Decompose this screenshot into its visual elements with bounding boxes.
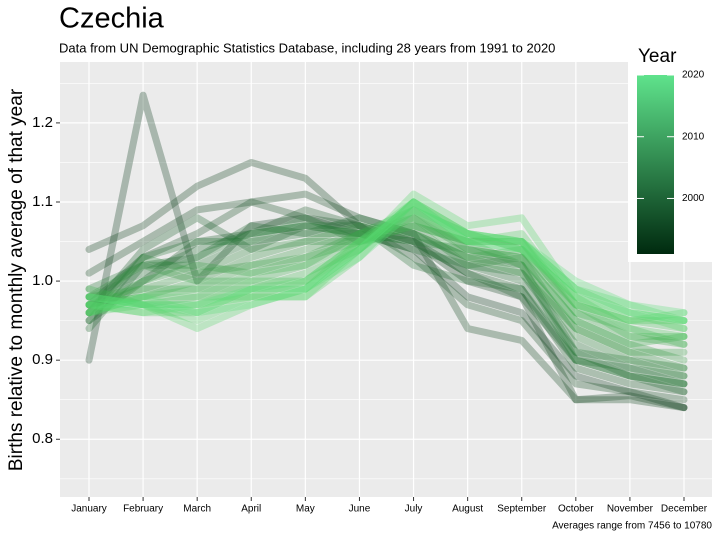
series-line — [85, 198, 688, 325]
series-line — [85, 198, 688, 325]
y-tick-label: 0.9 — [32, 351, 53, 368]
x-tick-label: September — [497, 504, 547, 515]
x-tick-label: June — [349, 504, 371, 515]
colorbar — [637, 75, 674, 254]
y-tick-label: 1.0 — [32, 272, 53, 289]
series-line — [85, 198, 688, 340]
series-line — [85, 190, 688, 412]
x-tick-label: August — [452, 504, 483, 515]
series-line — [85, 214, 688, 364]
chart-title: Czechia — [59, 3, 165, 35]
series-line — [85, 206, 688, 317]
series-line — [85, 230, 688, 388]
series-line — [85, 214, 688, 333]
series-line — [85, 214, 688, 372]
series-line — [85, 190, 688, 333]
series-line — [85, 222, 688, 388]
x-tick-label: October — [558, 504, 594, 515]
x-tick-label: December — [661, 504, 708, 515]
series-line — [85, 206, 688, 348]
series-line — [85, 206, 688, 396]
y-tick-label: 1.2 — [32, 114, 53, 131]
series-line — [85, 91, 688, 412]
series-line — [85, 206, 688, 325]
series-line — [85, 214, 688, 388]
y-tick-label: 1.1 — [32, 193, 53, 210]
x-tick-label: March — [183, 504, 211, 515]
colorbar-tick-label: 2020 — [682, 70, 705, 81]
y-tick-label: 0.8 — [32, 430, 53, 447]
x-tick-label: January — [71, 504, 107, 515]
series-line — [85, 222, 688, 380]
series-line — [85, 214, 688, 396]
series-line — [85, 198, 688, 325]
x-tick-label: July — [405, 504, 423, 515]
x-tick-label: May — [296, 504, 315, 515]
series-line — [85, 198, 688, 333]
x-tick-label: November — [607, 504, 654, 515]
colorbar-tick-label: 2000 — [682, 193, 705, 204]
legend-title: Year — [638, 46, 677, 67]
series-line — [85, 222, 688, 356]
y-axis-label: Births relative to monthly average of th… — [6, 88, 27, 471]
caption: Averages range from 7456 to 10780 — [552, 521, 712, 532]
colorbar-tick-label: 2010 — [682, 131, 705, 142]
series-line — [85, 206, 688, 340]
x-tick-label: April — [241, 504, 261, 515]
series-line — [85, 222, 688, 380]
series-line — [85, 222, 688, 372]
series-line — [85, 222, 688, 348]
series-line — [85, 198, 688, 404]
chart-subtitle: Data from UN Demographic Statistics Data… — [59, 40, 555, 55]
series-line — [85, 214, 688, 348]
x-tick-label: February — [123, 504, 163, 515]
series-line — [85, 158, 688, 412]
plot-panel — [60, 62, 712, 497]
